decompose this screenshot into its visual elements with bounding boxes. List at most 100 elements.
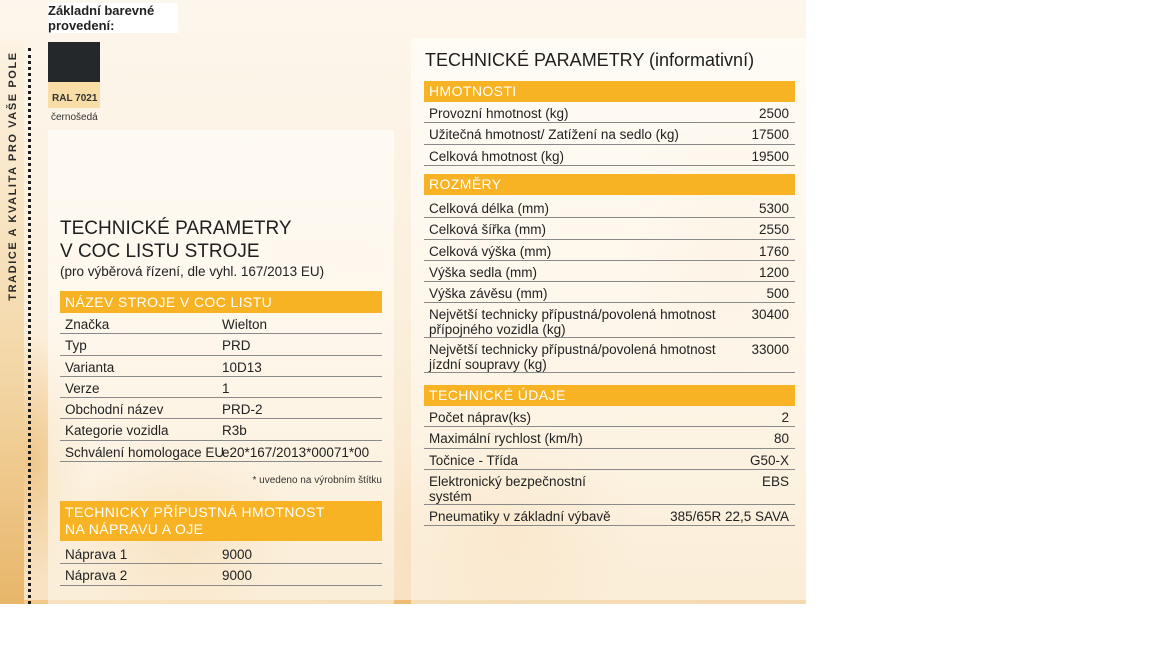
params-panel [411, 38, 806, 604]
row-value: 9000 [222, 547, 253, 562]
row-label: Celková výška (mm) [429, 243, 552, 259]
table-row: Celková délka (mm) 5300 [424, 197, 795, 219]
coc-heading: TECHNICKÉ PARAMETRY V COC LISTU STROJE [60, 217, 292, 263]
axle-mass-title-line2: NA NÁPRAVU A OJE [65, 521, 204, 537]
section-header: ROZMĚRY [424, 174, 795, 195]
row-label: Pneumatiky v základní výbavě [429, 508, 611, 524]
row-label: Největší technicky přípustná/povolená hm… [429, 342, 716, 372]
table-row: Značka Wielton [60, 313, 382, 335]
row-value: Wielton [222, 317, 268, 332]
section-header: HMOTNOSTI [424, 81, 795, 102]
color-variant-title: Základní barevné provedení: [48, 3, 178, 33]
section-header-axle-mass: TECHNICKY PŘÍPUSTNÁ HMOTNOST NA NÁPRAVU … [60, 501, 382, 541]
table-row: Elektronický bezpečnostní systém EBS [424, 470, 795, 505]
row-value: 80 [773, 431, 789, 447]
coc-subheading: (pro výběrová řízení, dle vyhl. 167/2013… [60, 264, 325, 279]
row-value: 30400 [751, 307, 789, 323]
row-label-line2: přípojného vozidla (kg) [429, 322, 566, 338]
params-table: Počet náprav(ks) 2 Maximální rychlost (km/… [424, 406, 795, 527]
table-row: Celková hmotnost (kg) 19500 [424, 145, 795, 166]
row-label: Celková hmotnost (kg) [429, 148, 565, 164]
row-value: EBS [761, 473, 789, 489]
table-row: Počet náprav(ks) 2 [424, 406, 795, 428]
row-label: Schválení homologace EU [65, 444, 225, 460]
table-row: Náprava 1 9000 [60, 543, 382, 565]
params-table: Provozní hmotnost (kg) 2500 Užitečná hmotn… [424, 102, 795, 166]
coc-heading-line2: V COC LISTU STROJE [60, 241, 260, 262]
table-row: Náprava 2 9000 [60, 564, 382, 586]
row-value: 1200 [758, 264, 789, 280]
coc-footnote: * uvedeno na výrobním štítku [252, 475, 382, 486]
color-name: černošedá [51, 112, 98, 123]
table-row: Schválení homologace EU e20*167/2013*0007… [60, 441, 382, 463]
row-label: Výška závěsu (mm) [429, 286, 548, 302]
row-label: Největší technicky přípustná/povolená hm… [429, 307, 716, 337]
table-row: Obchodní název PRD-2 [60, 398, 382, 420]
color-swatch [48, 42, 100, 82]
row-value: 9000 [222, 568, 253, 584]
vertical-slogan: TRADICE A KVALITA PRO VAŠE POLE [7, 51, 19, 301]
row-value: e20*167/2013*00071*00 [222, 444, 370, 460]
table-row: Verze 1 [60, 377, 382, 399]
row-label: Počet náprav(ks) [429, 410, 532, 425]
coc-name-table: Značka Wielton Typ PRD Varianta 10D13 Verze 1 Ob… [60, 313, 382, 463]
row-value: 33000 [751, 342, 789, 358]
row-label: Provozní hmotnost (kg) [429, 106, 569, 121]
table-row: Varianta 10D13 [60, 356, 382, 377]
coc-heading-line1: TECHNICKÉ PARAMETRY [60, 218, 292, 239]
table-row: Točnice - Třída G50-X [424, 449, 795, 470]
table-row: Pneumatiky v základní výbavě 385/65R 22,5… [424, 505, 795, 527]
row-label: Typ [65, 338, 87, 354]
row-label: Náprava 1 [65, 547, 128, 562]
row-label-line2: systém [429, 488, 472, 504]
row-label-line1: Elektronický bezpečnostní [429, 473, 586, 489]
row-label: Celková délka (mm) [429, 201, 550, 216]
row-value: 2 [781, 410, 789, 425]
left-decor-strip [0, 40, 24, 604]
row-value: 17500 [751, 127, 789, 143]
table-row: Užitečná hmotnost/ Zatížení na sedlo (kg… [424, 123, 795, 145]
row-value: 385/65R 22,5 SAVA [670, 508, 789, 524]
table-row: Typ PRD [60, 334, 382, 356]
row-label-line1: Největší technicky přípustná/povolená hm… [429, 342, 716, 358]
row-label: Točnice - Třída [429, 452, 519, 468]
table-row: Výška závěsu (mm) 500 [424, 282, 795, 304]
table-row: Maximální rychlost (km/h) 80 [424, 427, 795, 449]
row-label-line2: jízdní soupravy (kg) [429, 357, 547, 373]
row-value: 10D13 [222, 359, 262, 375]
table-row: Největší technicky přípustná/povolená hm… [424, 303, 795, 339]
row-label: Výška sedla (mm) [429, 264, 538, 280]
row-value: 1760 [758, 243, 789, 259]
table-row: Provozní hmotnost (kg) 2500 [424, 102, 795, 124]
row-value: 1 [222, 380, 230, 396]
row-label: Kategorie vozidla [65, 423, 169, 439]
row-label: Verze [65, 380, 100, 396]
row-label: Celková šířka (mm) [429, 222, 547, 238]
table-row: Výška sedla (mm) 1200 [424, 261, 795, 283]
row-value: 2500 [758, 106, 789, 121]
row-label: Maximální rychlost (km/h) [429, 431, 583, 447]
row-value: 5300 [758, 201, 789, 216]
row-label: Náprava 2 [65, 568, 128, 584]
table-row: Největší technicky přípustná/povolená hm… [424, 338, 795, 374]
row-value: 500 [766, 286, 789, 302]
params-table: Celková délka (mm) 5300 Celková šířka (mm)… [424, 197, 795, 374]
row-label: Značka [65, 317, 110, 332]
table-row: Celková výška (mm) 1760 [424, 240, 795, 261]
row-value: PRD [222, 338, 251, 354]
row-value: PRD-2 [222, 402, 263, 418]
section-header-coc-name: NÁZEV STROJE V COC LISTU [60, 291, 382, 313]
row-label: Varianta [65, 359, 115, 375]
table-row: Kategorie vozidla R3b [60, 419, 382, 441]
color-code: RAL 7021 [48, 82, 100, 108]
row-value: 19500 [751, 148, 789, 164]
row-value: G50-X [749, 452, 789, 468]
row-value: R3b [222, 423, 247, 439]
params-heading: TECHNICKÉ PARAMETRY (informativní) [425, 50, 755, 70]
table-row: Celková šířka (mm) 2550 [424, 218, 795, 240]
row-label: Užitečná hmotnost/ Zatížení na sedlo (kg… [429, 127, 679, 143]
row-label: Elektronický bezpečnostní systém [429, 474, 586, 504]
row-label: Obchodní název [65, 402, 164, 418]
dotted-divider [28, 48, 31, 604]
row-value: 2550 [758, 222, 789, 238]
